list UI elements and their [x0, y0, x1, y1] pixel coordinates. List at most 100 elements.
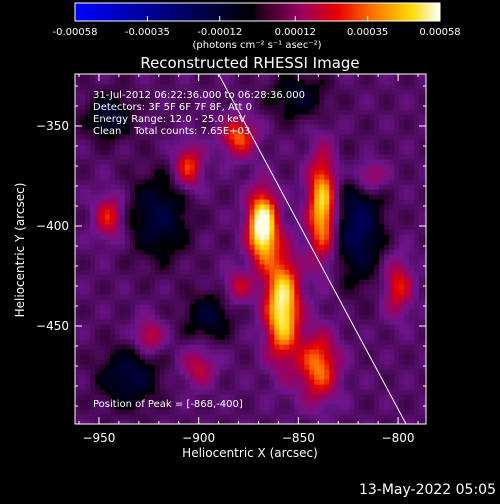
heatmap-cell — [230, 79, 236, 85]
heatmap-cell — [175, 239, 181, 245]
heatmap-cell — [339, 409, 345, 415]
heatmap-cell — [220, 139, 226, 145]
heatmap-cell — [274, 344, 280, 350]
heatmap-cell — [399, 354, 405, 360]
heatmap-cell — [100, 244, 106, 250]
heatmap-cell — [80, 274, 86, 280]
heatmap-cell — [125, 214, 131, 220]
heatmap-cell — [250, 254, 256, 260]
heatmap-cell — [339, 209, 345, 215]
heatmap-cell — [250, 384, 256, 390]
heatmap-cell — [254, 369, 260, 375]
heatmap-cell — [95, 184, 101, 190]
heatmap-cell — [160, 199, 166, 205]
heatmap-cell — [324, 389, 330, 395]
heatmap-cell — [259, 364, 265, 370]
heatmap-cell — [359, 379, 365, 385]
heatmap-cell — [140, 304, 146, 310]
heatmap-cell — [100, 359, 106, 365]
heatmap-cell — [414, 154, 420, 160]
heatmap-cell — [264, 399, 270, 405]
heatmap-cell — [419, 204, 425, 210]
heatmap-cell — [274, 84, 280, 90]
heatmap-cell — [369, 234, 375, 240]
heatmap-cell — [130, 159, 136, 165]
heatmap-cell — [75, 229, 81, 235]
heatmap-cell — [394, 229, 400, 235]
heatmap-cell — [130, 259, 136, 265]
heatmap-cell — [215, 239, 221, 245]
heatmap-cell — [150, 239, 156, 245]
heatmap-cell — [85, 394, 91, 400]
heatmap-cell — [294, 274, 300, 280]
heatmap-cell — [344, 234, 350, 240]
heatmap-cell — [165, 344, 171, 350]
heatmap-cell — [220, 199, 226, 205]
heatmap-cell — [120, 254, 126, 260]
heatmap-cell — [125, 324, 131, 330]
heatmap-cell — [284, 234, 290, 240]
heatmap-cell — [80, 259, 86, 265]
heatmap-cell — [190, 389, 196, 395]
heatmap-cell — [135, 79, 141, 85]
heatmap-cell — [314, 94, 320, 100]
heatmap-cell — [314, 159, 320, 165]
heatmap-cell — [329, 79, 335, 85]
heatmap-cell — [195, 379, 201, 385]
heatmap-cell — [369, 94, 375, 100]
heatmap-cell — [85, 244, 91, 250]
heatmap-cell — [374, 234, 380, 240]
heatmap-cell — [100, 74, 106, 80]
heatmap-cell — [284, 129, 290, 135]
heatmap-cell — [205, 244, 211, 250]
heatmap-cell — [225, 214, 231, 220]
heatmap-cell — [344, 409, 350, 415]
heatmap-cell — [100, 239, 106, 245]
heatmap-cell — [279, 249, 285, 255]
heatmap-cell — [409, 149, 415, 155]
heatmap-cell — [304, 254, 310, 260]
heatmap-cell — [110, 169, 116, 175]
heatmap-cell — [339, 84, 345, 90]
heatmap-cell — [220, 244, 226, 250]
heatmap-cell — [324, 324, 330, 330]
heatmap-cell — [284, 144, 290, 150]
heatmap-cell — [369, 304, 375, 310]
heatmap-cell — [130, 84, 136, 90]
heatmap-cell — [389, 319, 395, 325]
heatmap-cell — [269, 204, 275, 210]
heatmap-cell — [175, 199, 181, 205]
heatmap-cell — [314, 144, 320, 150]
heatmap-cell — [185, 254, 191, 260]
heatmap-cell — [414, 379, 420, 385]
heatmap-cell — [309, 334, 315, 340]
heatmap-cell — [150, 269, 156, 275]
heatmap-cell — [230, 359, 236, 365]
heatmap-cell — [424, 279, 430, 285]
heatmap-cell — [165, 294, 171, 300]
heatmap-cell — [324, 214, 330, 220]
heatmap-cell — [210, 334, 216, 340]
heatmap-cell — [90, 229, 96, 235]
heatmap-cell — [110, 334, 116, 340]
heatmap-cell — [200, 154, 206, 160]
heatmap-cell — [180, 254, 186, 260]
heatmap-cell — [250, 164, 256, 170]
heatmap-cell — [279, 149, 285, 155]
heatmap-cell — [344, 304, 350, 310]
heatmap-cell — [200, 324, 206, 330]
heatmap-cell — [344, 79, 350, 85]
heatmap-cell — [80, 94, 86, 100]
heatmap-cell — [324, 384, 330, 390]
heatmap-cell — [384, 354, 390, 360]
heatmap-cell — [135, 224, 141, 230]
heatmap-cell — [304, 344, 310, 350]
heatmap-cell — [220, 229, 226, 235]
heatmap-cell — [90, 179, 96, 185]
heatmap-cell — [279, 304, 285, 310]
heatmap-cell — [245, 279, 251, 285]
heatmap-cell — [110, 259, 116, 265]
heatmap-cell — [339, 344, 345, 350]
heatmap-cell — [319, 254, 325, 260]
heatmap-cell — [279, 359, 285, 365]
